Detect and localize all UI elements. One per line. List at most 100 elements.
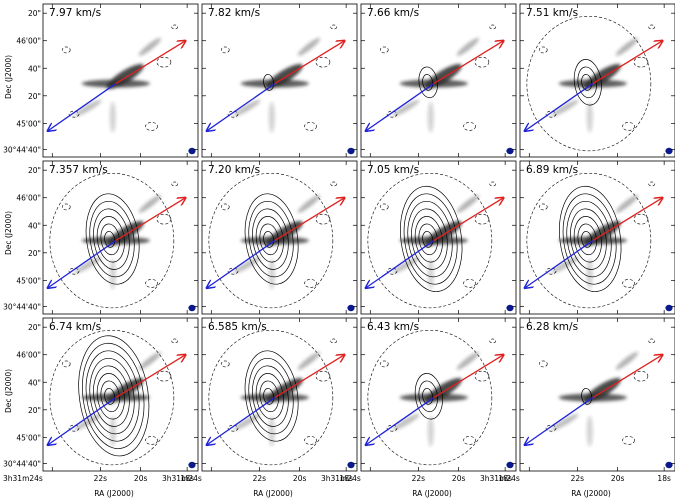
tick-marks — [361, 4, 516, 157]
beam-ellipse — [506, 461, 514, 469]
tick-marks — [520, 318, 675, 471]
beam-ellipse — [665, 461, 673, 469]
y-tick-label: 46'00" — [16, 351, 41, 360]
beam-ellipse — [506, 147, 514, 155]
velocity-label: 6.89 km/s — [526, 164, 578, 176]
x-axis-label-col-1: RA (J2000) — [94, 489, 134, 498]
beam-ellipse — [188, 304, 196, 312]
blueshifted-outflow-arrow — [48, 83, 117, 131]
x-tick-label: 22s — [571, 474, 585, 483]
redshifted-outflow-arrow — [592, 198, 663, 242]
blueshifted-outflow-arrow — [48, 240, 117, 288]
redshifted-outflow-arrow — [433, 198, 504, 242]
contour-set — [244, 350, 299, 442]
x-tick-label: 3h31m24s — [480, 474, 520, 483]
blueshifted-outflow-arrow — [525, 240, 594, 288]
channel-panel: 7.357 km/s 20" 46'00" 40" 20" 45'00" 30°44'40" — [3, 160, 199, 315]
x-tick-label: 18s — [339, 474, 353, 483]
blueshifted-outflow-arrow — [525, 83, 594, 131]
blueshifted-outflow-arrow — [366, 240, 435, 288]
channel-panel: 7.20 km/s — [201, 160, 358, 315]
beam-ellipse — [347, 461, 355, 469]
negative-contours — [526, 15, 656, 152]
tick-marks — [43, 4, 198, 157]
contour-set — [263, 74, 275, 91]
negative-contours — [379, 24, 497, 131]
blueshifted-outflow-arrow — [207, 397, 276, 445]
contour-set — [400, 185, 463, 292]
contour-set — [78, 335, 150, 457]
beam-ellipse — [665, 304, 673, 312]
beam-ellipse — [347, 304, 355, 312]
tick-marks — [202, 161, 357, 314]
redshifted-outflow-arrow — [274, 41, 345, 85]
channel-panel: 7.66 km/s — [360, 3, 517, 158]
blueshifted-outflow-arrow — [366, 397, 435, 445]
x-tick-label: 22s — [253, 474, 267, 483]
x-tick-label: 3h31m24s — [3, 474, 43, 483]
redshifted-outflow-arrow — [592, 355, 663, 399]
blueshifted-outflow-arrow — [207, 240, 276, 288]
blueshifted-outflow-arrow — [525, 397, 594, 445]
x-tick-label: 20s — [134, 474, 148, 483]
velocity-label: 6.28 km/s — [526, 321, 578, 333]
x-tick-label: 20s — [293, 474, 307, 483]
y-axis-label-row-3: Dec (J2000) — [4, 369, 13, 413]
y-tick-label: 40" — [28, 64, 41, 73]
velocity-label: 7.51 km/s — [526, 7, 578, 19]
redshifted-outflow-arrow — [115, 355, 186, 399]
negative-contours — [208, 172, 338, 309]
tick-marks — [202, 4, 357, 157]
y-tick-label: 30°44'40" — [3, 459, 41, 468]
channel-panel: 6.74 km/s 20" 46'00" 40" 20" 45'00" 30°44'40" 3… — [3, 317, 199, 483]
negative-contours — [61, 24, 179, 131]
channel-panel: 6.28 km/s 3h31m24s 22s 20s 18s — [480, 317, 675, 483]
contour-set — [85, 193, 140, 285]
y-tick-label: 40" — [28, 378, 41, 387]
y-tick-label: 20" — [28, 323, 41, 332]
x-tick-label: 18s — [498, 474, 512, 483]
channel-panel: 7.05 km/s — [360, 160, 517, 315]
negative-contours — [538, 338, 656, 445]
blueshifted-outflow-arrow — [366, 83, 435, 131]
beam-ellipse — [665, 147, 673, 155]
redshifted-outflow-arrow — [115, 41, 186, 85]
tick-marks — [361, 318, 516, 471]
negative-contours — [49, 329, 179, 466]
y-tick-label: 30°44'40" — [3, 145, 41, 154]
contour-set — [581, 388, 593, 405]
channel-panel: 7.97 km/s 20" 46'00" 40" 20" 45'00" 30°44'40" — [3, 3, 199, 158]
velocity-label: 7.05 km/s — [367, 164, 419, 176]
channel-panel: 7.82 km/s — [201, 3, 358, 158]
velocity-label: 7.97 km/s — [49, 7, 101, 19]
x-tick-label: 20s — [452, 474, 466, 483]
redshifted-outflow-arrow — [274, 355, 345, 399]
x-tick-label: 3h31m24s — [321, 474, 361, 483]
tick-marks — [520, 161, 675, 314]
tick-marks — [202, 318, 357, 471]
beam-ellipse — [347, 147, 355, 155]
redshifted-outflow-arrow — [274, 198, 345, 242]
channel-panel: 6.89 km/s — [519, 160, 675, 315]
x-tick-label: 20s — [611, 474, 625, 483]
redshifted-outflow-arrow — [433, 355, 504, 399]
x-tick-label: 18s — [180, 474, 194, 483]
x-axis-label-col-2: RA (J2000) — [253, 489, 293, 498]
negative-contours — [220, 24, 338, 131]
x-tick-label: 22s — [412, 474, 426, 483]
y-tick-label: 20" — [28, 406, 41, 415]
y-tick-label: 20" — [28, 9, 41, 18]
tick-marks — [43, 318, 198, 471]
redshifted-outflow-arrow — [592, 41, 663, 85]
velocity-label: 7.82 km/s — [208, 7, 260, 19]
redshifted-outflow-arrow — [433, 41, 504, 85]
negative-contours — [526, 172, 656, 309]
x-axis-label-col-4: RA (J2000) — [571, 489, 611, 498]
beam-ellipse — [188, 147, 196, 155]
y-tick-label: 20" — [28, 92, 41, 101]
y-tick-label: 20" — [28, 249, 41, 258]
negative-contours — [367, 172, 497, 309]
blueshifted-outflow-arrow — [207, 83, 276, 131]
redshifted-outflow-arrow — [115, 198, 186, 242]
